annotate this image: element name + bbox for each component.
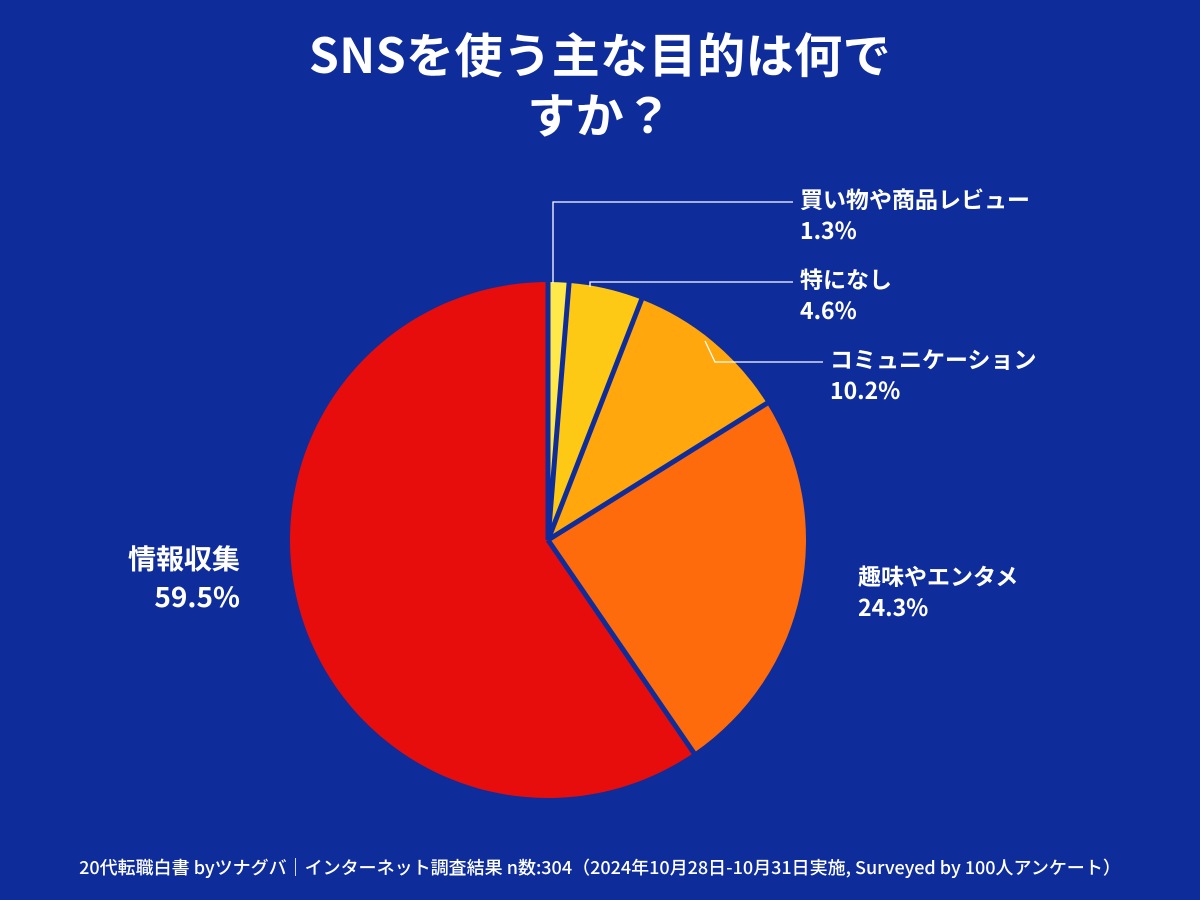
pie-slice-label: コミュニケーション10.2% (830, 343, 1037, 405)
chart-footer-text: 20代転職白書 byツナグバ｜インターネット調査結果 n数:304（2024年1… (79, 854, 1121, 880)
slice-value-text: 10.2% (830, 374, 1037, 405)
chart-footer: 20代転職白書 byツナグバ｜インターネット調査結果 n数:304（2024年1… (0, 854, 1200, 880)
chart-canvas: SNSを使う主な目的は何で すか？ 20代転職白書 byツナグバ｜インターネット… (0, 0, 1200, 900)
slice-value-text: 59.5% (128, 578, 240, 616)
pie-slice-label: 趣味やエンタメ24.3% (858, 560, 1018, 622)
pie-chart-svg (0, 0, 1200, 900)
slice-value-text: 24.3% (858, 591, 1018, 622)
slice-value-text: 4.6% (800, 294, 892, 325)
slice-label-text: 買い物や商品レビュー (800, 183, 1030, 214)
slice-label-text: 趣味やエンタメ (858, 560, 1018, 591)
pie-slice-label: 買い物や商品レビュー1.3% (800, 183, 1030, 245)
leader-line (590, 282, 793, 287)
slice-label-text: 特になし (800, 263, 892, 294)
slice-label-text: 情報収集 (128, 540, 240, 578)
leader-line (553, 202, 793, 283)
pie-slice-label: 特になし4.6% (800, 263, 892, 325)
slice-label-text: コミュニケーション (830, 343, 1037, 374)
pie-slice-label: 情報収集59.5% (128, 540, 240, 616)
slice-value-text: 1.3% (800, 214, 1030, 245)
